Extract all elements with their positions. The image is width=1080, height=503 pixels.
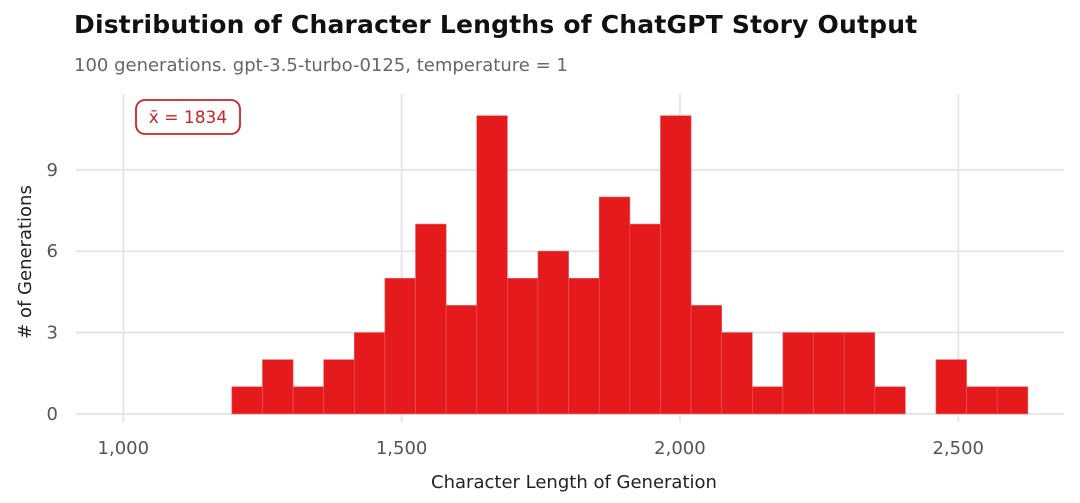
histogram-bar xyxy=(292,386,324,415)
histogram-bars xyxy=(231,115,1029,415)
histogram-bar xyxy=(996,386,1029,415)
y-tick-label: 3 xyxy=(47,323,58,344)
histogram-bar xyxy=(813,332,845,415)
x-tick-label: 1,000 xyxy=(98,438,150,459)
histogram-bar xyxy=(721,332,753,415)
histogram-bar xyxy=(629,223,661,415)
histogram-bar xyxy=(874,386,906,415)
histogram-bar xyxy=(598,196,631,415)
histogram-bar xyxy=(660,115,692,415)
chart-subtitle: 100 generations. gpt-3.5-turbo-0125, tem… xyxy=(74,55,568,76)
histogram-bar xyxy=(690,305,722,415)
histogram-bar xyxy=(568,278,600,415)
histogram-bar xyxy=(537,250,569,415)
x-tick-label: 1,500 xyxy=(376,438,428,459)
histogram-bar xyxy=(262,359,294,415)
histogram-bar xyxy=(782,332,814,415)
histogram-bar xyxy=(323,359,355,415)
mean-annotation-box xyxy=(135,99,241,135)
histogram-bar xyxy=(966,386,998,415)
histogram-bar xyxy=(935,359,967,415)
y-tick-label: 0 xyxy=(47,404,58,425)
x-axis-ticks: 1,000 1,500 2,000 2,500 xyxy=(98,438,984,459)
histogram-bar xyxy=(507,278,539,415)
histogram-bar xyxy=(231,386,263,415)
histogram-bar xyxy=(843,332,876,415)
histogram-bar xyxy=(751,386,784,415)
histogram-bar xyxy=(384,278,416,415)
histogram-bar xyxy=(445,305,478,415)
x-tick-label: 2,500 xyxy=(932,438,984,459)
y-tick-label: 6 xyxy=(47,241,58,262)
histogram-bar xyxy=(476,115,508,415)
x-axis-label: Character Length of Generation xyxy=(431,472,717,493)
chart-title: Distribution of Character Lengths of Cha… xyxy=(74,10,918,39)
histogram-bar xyxy=(354,332,386,415)
y-axis-label: # of Generations xyxy=(15,185,36,339)
mean-annotation-label: x̄ = 1834 xyxy=(149,108,227,128)
mean-annotation: x̄ = 1834 xyxy=(135,99,241,135)
histogram-bar xyxy=(415,223,447,415)
y-tick-label: 9 xyxy=(47,160,58,181)
x-tick-label: 2,000 xyxy=(654,438,706,459)
y-axis-ticks: 0 3 6 9 xyxy=(47,160,58,425)
